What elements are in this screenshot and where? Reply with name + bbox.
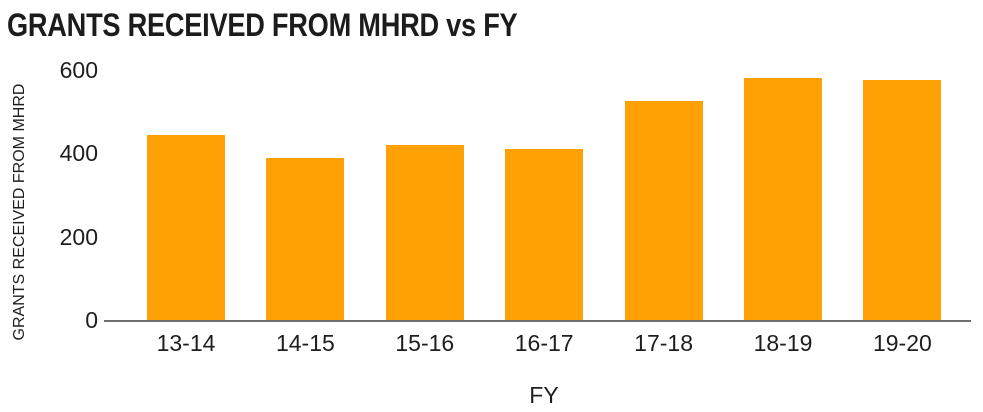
x-tick-label: 15-16 xyxy=(395,330,455,356)
x-tick-label: 14-15 xyxy=(275,330,335,356)
chart-title: GRANTS RECEIVED FROM MHRD vs FY xyxy=(7,7,518,43)
x-tick-label: 18-19 xyxy=(753,330,813,356)
bar xyxy=(266,157,345,320)
y-tick-label: 200 xyxy=(59,223,98,250)
bar xyxy=(624,101,703,320)
bar xyxy=(505,149,584,320)
x-axis-line xyxy=(104,320,971,322)
y-tick-label: 0 xyxy=(85,307,98,333)
y-axis-title: GRANTS RECEIVED FROM MHRD xyxy=(11,83,28,341)
x-tick-label: 13-14 xyxy=(156,330,216,356)
bar xyxy=(863,80,942,320)
bar xyxy=(385,145,464,320)
x-tick-label: 16-17 xyxy=(514,330,574,356)
x-tick-label: 19-20 xyxy=(872,330,932,356)
y-tick-label: 400 xyxy=(59,140,98,167)
y-tick-label: 600 xyxy=(59,57,98,83)
x-axis-title: FY xyxy=(529,382,559,408)
x-tick-label: 17-18 xyxy=(634,330,693,356)
bar xyxy=(147,134,225,320)
bar xyxy=(744,78,822,320)
